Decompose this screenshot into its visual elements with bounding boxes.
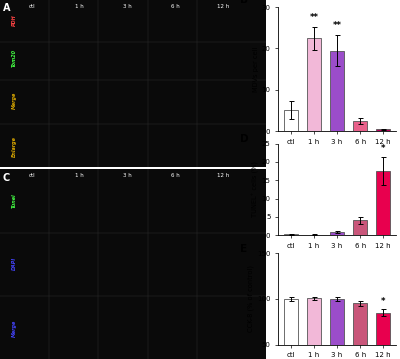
Bar xyxy=(330,51,344,131)
Bar xyxy=(353,220,367,235)
Text: 12 h: 12 h xyxy=(217,4,230,9)
Y-axis label: CCK-8 (% of control): CCK-8 (% of control) xyxy=(248,265,254,332)
Text: 1 h: 1 h xyxy=(76,4,84,9)
Text: 6 h: 6 h xyxy=(171,4,180,9)
Bar xyxy=(376,171,390,235)
Text: C: C xyxy=(3,173,10,182)
Bar xyxy=(284,299,298,359)
Y-axis label: TUNEL⁺ cells (%): TUNEL⁺ cells (%) xyxy=(251,162,258,217)
Text: DAPI: DAPI xyxy=(12,257,17,270)
Text: **: ** xyxy=(332,21,342,30)
Text: 3 h: 3 h xyxy=(123,4,132,9)
Bar xyxy=(307,38,321,131)
Text: A: A xyxy=(3,3,10,13)
Text: Tom20: Tom20 xyxy=(12,50,17,67)
Text: 12 h: 12 h xyxy=(217,173,230,178)
Text: **: ** xyxy=(309,13,318,22)
Text: *: * xyxy=(381,144,386,154)
Text: ctl: ctl xyxy=(29,4,35,9)
Bar xyxy=(330,232,344,235)
Text: ctl: ctl xyxy=(29,173,35,178)
Text: Merge: Merge xyxy=(12,92,17,109)
Bar xyxy=(284,111,298,131)
Bar xyxy=(353,121,367,131)
Text: Merge: Merge xyxy=(12,320,17,337)
Bar xyxy=(307,234,321,235)
Bar xyxy=(376,313,390,359)
Text: *: * xyxy=(381,297,386,306)
Bar xyxy=(307,298,321,359)
Text: PDH: PDH xyxy=(12,14,17,26)
Text: 1 h: 1 h xyxy=(76,173,84,178)
Text: 6 h: 6 h xyxy=(171,173,180,178)
Bar xyxy=(353,303,367,359)
Text: E: E xyxy=(240,244,247,254)
Text: D: D xyxy=(240,134,249,144)
Text: 3 h: 3 h xyxy=(123,173,132,178)
Bar xyxy=(330,299,344,359)
Y-axis label: MDVs per cell: MDVs per cell xyxy=(252,46,258,92)
Bar xyxy=(376,129,390,131)
Text: Enlarge: Enlarge xyxy=(12,136,17,157)
Text: B: B xyxy=(240,0,248,5)
Bar xyxy=(284,234,298,235)
Text: Tunel: Tunel xyxy=(12,194,17,208)
